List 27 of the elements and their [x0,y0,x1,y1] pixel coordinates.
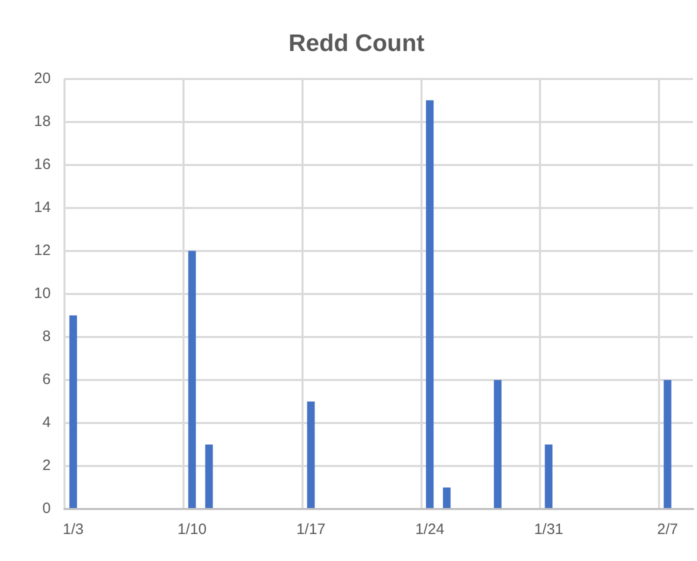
bar [494,380,502,508]
bar [188,250,196,508]
bar [442,487,451,508]
y-tick-label: 16 [34,156,51,173]
y-tick-label: 0 [42,500,51,518]
y-tick-label: 18 [34,112,51,130]
y-tick-label: 10 [34,285,51,302]
y-tick-label: 14 [34,199,51,216]
bar [664,380,672,508]
y-tick-label: 20 [34,70,51,87]
y-tick-label: 12 [34,242,51,260]
bar [69,315,77,508]
bar [426,100,434,508]
x-tick-label: 1/31 [534,521,564,538]
x-tick-label: 1/10 [177,521,207,538]
bar [544,444,552,508]
y-tick-label: 2 [42,457,51,474]
y-tick-label: 6 [42,371,51,388]
y-tick-label: 8 [42,328,51,346]
x-tick-label: 1/24 [415,521,444,538]
bar [205,444,213,508]
chart-title: Redd Count [288,30,424,58]
x-tick-label: 1/17 [296,521,326,538]
x-tick-label: 2/7 [657,521,678,538]
x-tick-label: 1/3 [62,521,84,538]
y-tick-label: 4 [42,414,51,432]
bar [307,401,315,508]
